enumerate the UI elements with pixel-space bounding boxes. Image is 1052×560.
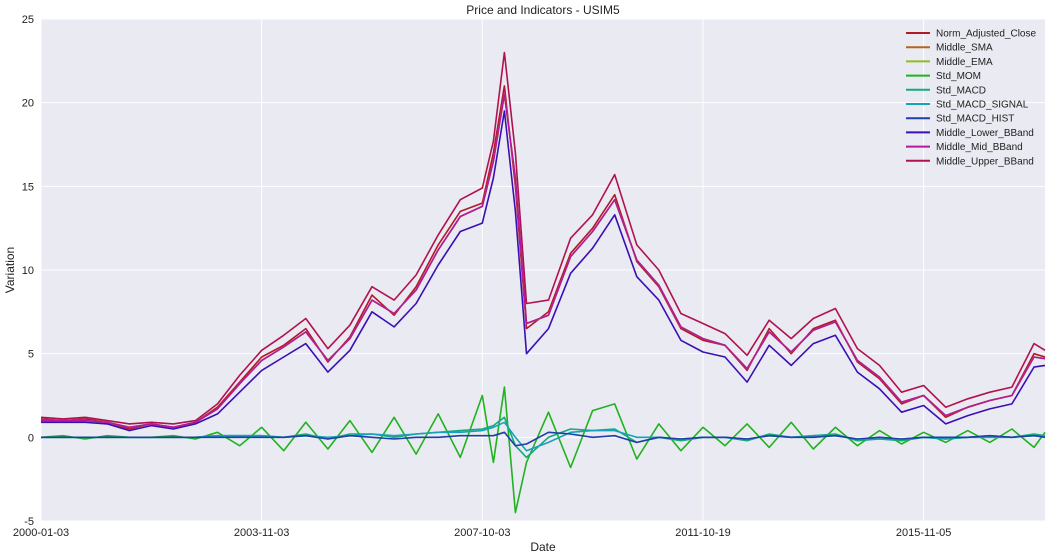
legend-label: Middle_Upper_BBand xyxy=(936,156,1034,167)
y-tick-label: 5 xyxy=(28,349,34,361)
y-tick-label: 10 xyxy=(22,265,34,277)
x-axis-label: Date xyxy=(530,540,556,554)
series-line-norm-adjusted-close xyxy=(40,85,1046,430)
series-line-middle-mid-bband xyxy=(41,93,1046,429)
y-tick-label: 25 xyxy=(22,14,34,26)
legend-label: Middle_Lower_BBand xyxy=(936,128,1034,139)
y-tick-label: 0 xyxy=(28,432,34,444)
legend-label: Middle_Mid_BBand xyxy=(936,142,1023,153)
legend-label: Std_MACD_SIGNAL xyxy=(936,100,1029,111)
legend-label: Std_MACD_HIST xyxy=(936,114,1014,125)
x-tick-label: 2003-11-03 xyxy=(234,527,289,539)
y-tick-label: -5 xyxy=(24,516,34,528)
series-line-middle-upper-bband xyxy=(40,51,1046,425)
y-axis-label: Variation xyxy=(3,247,17,293)
legend: Norm_Adjusted_Close Middle_SMA Middle_EMA S… xyxy=(906,29,1036,167)
series-line-std-macd-signal xyxy=(41,421,1045,452)
y-tick-label: 15 xyxy=(22,181,34,193)
x-tick-label: 2007-10-03 xyxy=(454,527,510,539)
series-group xyxy=(40,51,1046,514)
x-tick-label: 2015-11-05 xyxy=(896,527,951,539)
chart-title: Price and Indicators - USIM5 xyxy=(466,3,620,17)
series-line-std-mom xyxy=(40,386,1046,514)
x-tick-label: 2011-10-19 xyxy=(675,527,730,539)
ticks: -5 0 5 10 15 20 25 2000-01-03 2003-11-03 2007-10-… xyxy=(13,14,952,539)
x-tick-label: 2000-01-03 xyxy=(13,527,69,539)
legend-label: Std_MOM xyxy=(936,71,981,82)
legend-label: Norm_Adjusted_Close xyxy=(936,29,1036,40)
legend-label: Std_MACD xyxy=(936,85,986,96)
legend-label: Middle_EMA xyxy=(936,57,993,68)
series-line-middle-lower-bband xyxy=(41,110,1046,432)
series-line-std-macd-hist xyxy=(41,431,1046,447)
legend-label: Middle_SMA xyxy=(936,43,993,54)
y-tick-label: 20 xyxy=(22,98,34,110)
